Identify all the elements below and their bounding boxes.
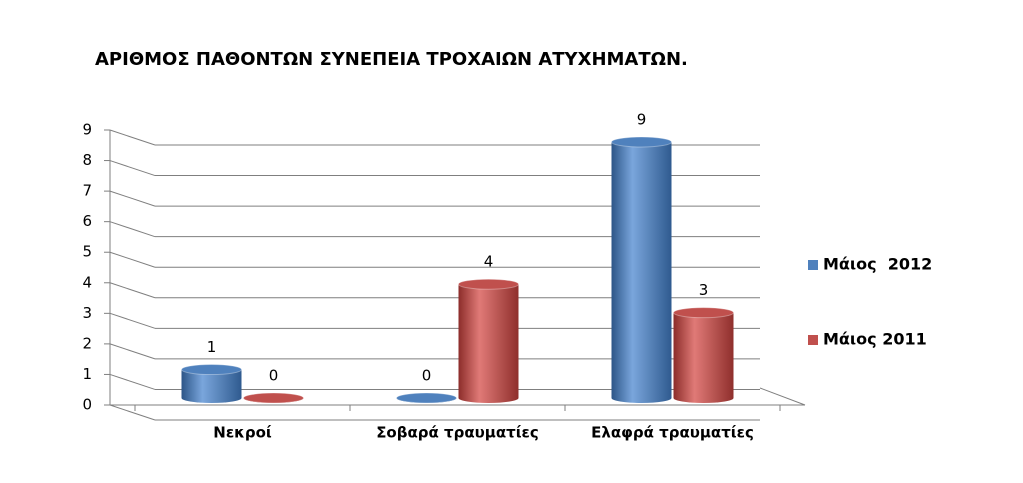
value-label: 0 — [422, 367, 432, 385]
x-tick-label: Σοβαρά τραυματίες — [376, 424, 539, 442]
y-tick-label: 9 — [82, 121, 92, 139]
legend-label: Μάιος 2011 — [823, 330, 927, 349]
grid-line — [109, 373, 156, 390]
bar-top — [396, 392, 457, 404]
bar-top — [458, 278, 519, 290]
chart-title: ΑΡΙΘΜΟΣ ΠΑΘΟΝΤΩΝ ΣΥΝΕΠΕΙΑ ΤΡΟΧΑΙΩΝ ΑΤΥΧΗ… — [95, 49, 688, 70]
bar-top — [611, 136, 672, 148]
bar — [181, 369, 242, 403]
grid-line — [109, 221, 156, 238]
bar-top — [181, 364, 242, 376]
legend-swatch — [808, 335, 818, 345]
value-label: 0 — [269, 367, 279, 385]
value-label: 1 — [207, 338, 217, 356]
y-tick-label: 1 — [82, 365, 92, 383]
y-tick-label: 8 — [82, 151, 92, 169]
value-label: 3 — [699, 281, 709, 299]
y-tick-label: 5 — [82, 243, 92, 261]
value-label: 4 — [484, 253, 494, 271]
grid-line — [109, 129, 156, 146]
value-label: 9 — [637, 111, 647, 129]
y-tick-label: 3 — [82, 304, 92, 322]
y-tick-label: 2 — [82, 334, 92, 352]
x-tick-label: Ελαφρά τραυματίες — [591, 424, 754, 442]
grid-line — [109, 312, 156, 329]
floor-edge — [759, 387, 806, 406]
bar — [458, 284, 519, 403]
bar — [611, 142, 672, 403]
y-tick-label: 7 — [82, 182, 92, 200]
bar-top — [673, 307, 734, 319]
legend-swatch — [808, 260, 818, 270]
y-tick-label: 4 — [82, 273, 92, 291]
grid-line — [109, 343, 156, 360]
x-tick-label: Νεκροί — [213, 424, 272, 442]
bar — [673, 312, 734, 403]
y-tick-label: 6 — [82, 212, 92, 230]
grid-line — [109, 251, 156, 268]
legend-label: Μάιος 2012 — [823, 255, 932, 274]
y-tick-label: 0 — [82, 396, 92, 414]
grid-line — [109, 404, 156, 421]
bar-top — [243, 392, 304, 404]
grid-line — [109, 190, 156, 207]
grid-line — [109, 282, 156, 299]
grid-line — [109, 160, 156, 177]
